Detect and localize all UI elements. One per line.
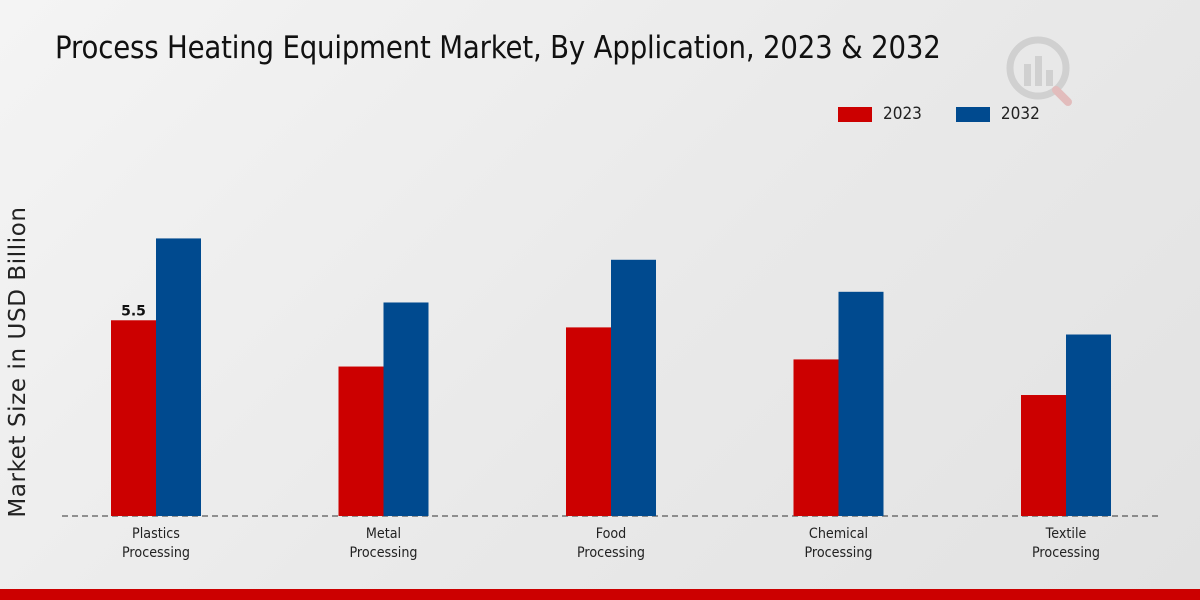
bar-2032-1 <box>383 302 429 516</box>
legend-item-2032: 2032 <box>955 104 1040 124</box>
bar-2032-3 <box>838 291 884 516</box>
bar-2023-3 <box>793 359 839 516</box>
x-tick-label-line: Processing <box>804 544 872 561</box>
x-tick-label-1: Metal Processing <box>349 525 417 561</box>
legend-label-2032: 2032 <box>1000 104 1040 124</box>
bar-2032-4 <box>1066 334 1111 516</box>
x-tick-label-line: Metal <box>366 525 401 542</box>
x-tick-label-3: Chemical Processing <box>804 525 872 561</box>
x-tick-label-line: Processing <box>1032 544 1100 561</box>
legend-swatch-2032 <box>955 106 990 122</box>
x-tick-label-line: Processing <box>122 544 190 561</box>
x-tick-label-line: Food <box>596 525 627 542</box>
watermark-logo-icon <box>1006 36 1072 106</box>
x-tick-label-4: Textile Processing <box>1032 525 1100 561</box>
bottom-accent-bar <box>0 589 1200 600</box>
legend-item-2023: 2023 <box>838 104 922 124</box>
x-tick-label-0: Plastics Processing <box>122 525 190 561</box>
legend: 2023 2032 <box>838 104 1074 124</box>
bar-2023-2 <box>566 327 611 516</box>
x-tick-label-line: Processing <box>349 544 417 561</box>
bar-2023-4 <box>1021 395 1066 516</box>
chart-title: Process Heating Equipment Market, By App… <box>55 30 941 66</box>
bar-2023-1 <box>338 366 384 516</box>
legend-swatch-2023 <box>838 106 872 122</box>
bar-2023-0 <box>111 320 156 516</box>
bar-2032-0 <box>156 238 201 516</box>
x-tick-label-line: Plastics <box>132 525 180 542</box>
x-tick-label-line: Processing <box>577 544 645 561</box>
data-label-2023-0: 5.5 <box>121 303 146 319</box>
x-tick-label-2: Food Processing <box>577 525 645 561</box>
x-tick-label-line: Textile <box>1045 525 1087 542</box>
bar-2032-2 <box>611 259 656 516</box>
x-tick-label-line: Chemical <box>809 525 868 542</box>
legend-label-2023: 2023 <box>883 104 922 124</box>
